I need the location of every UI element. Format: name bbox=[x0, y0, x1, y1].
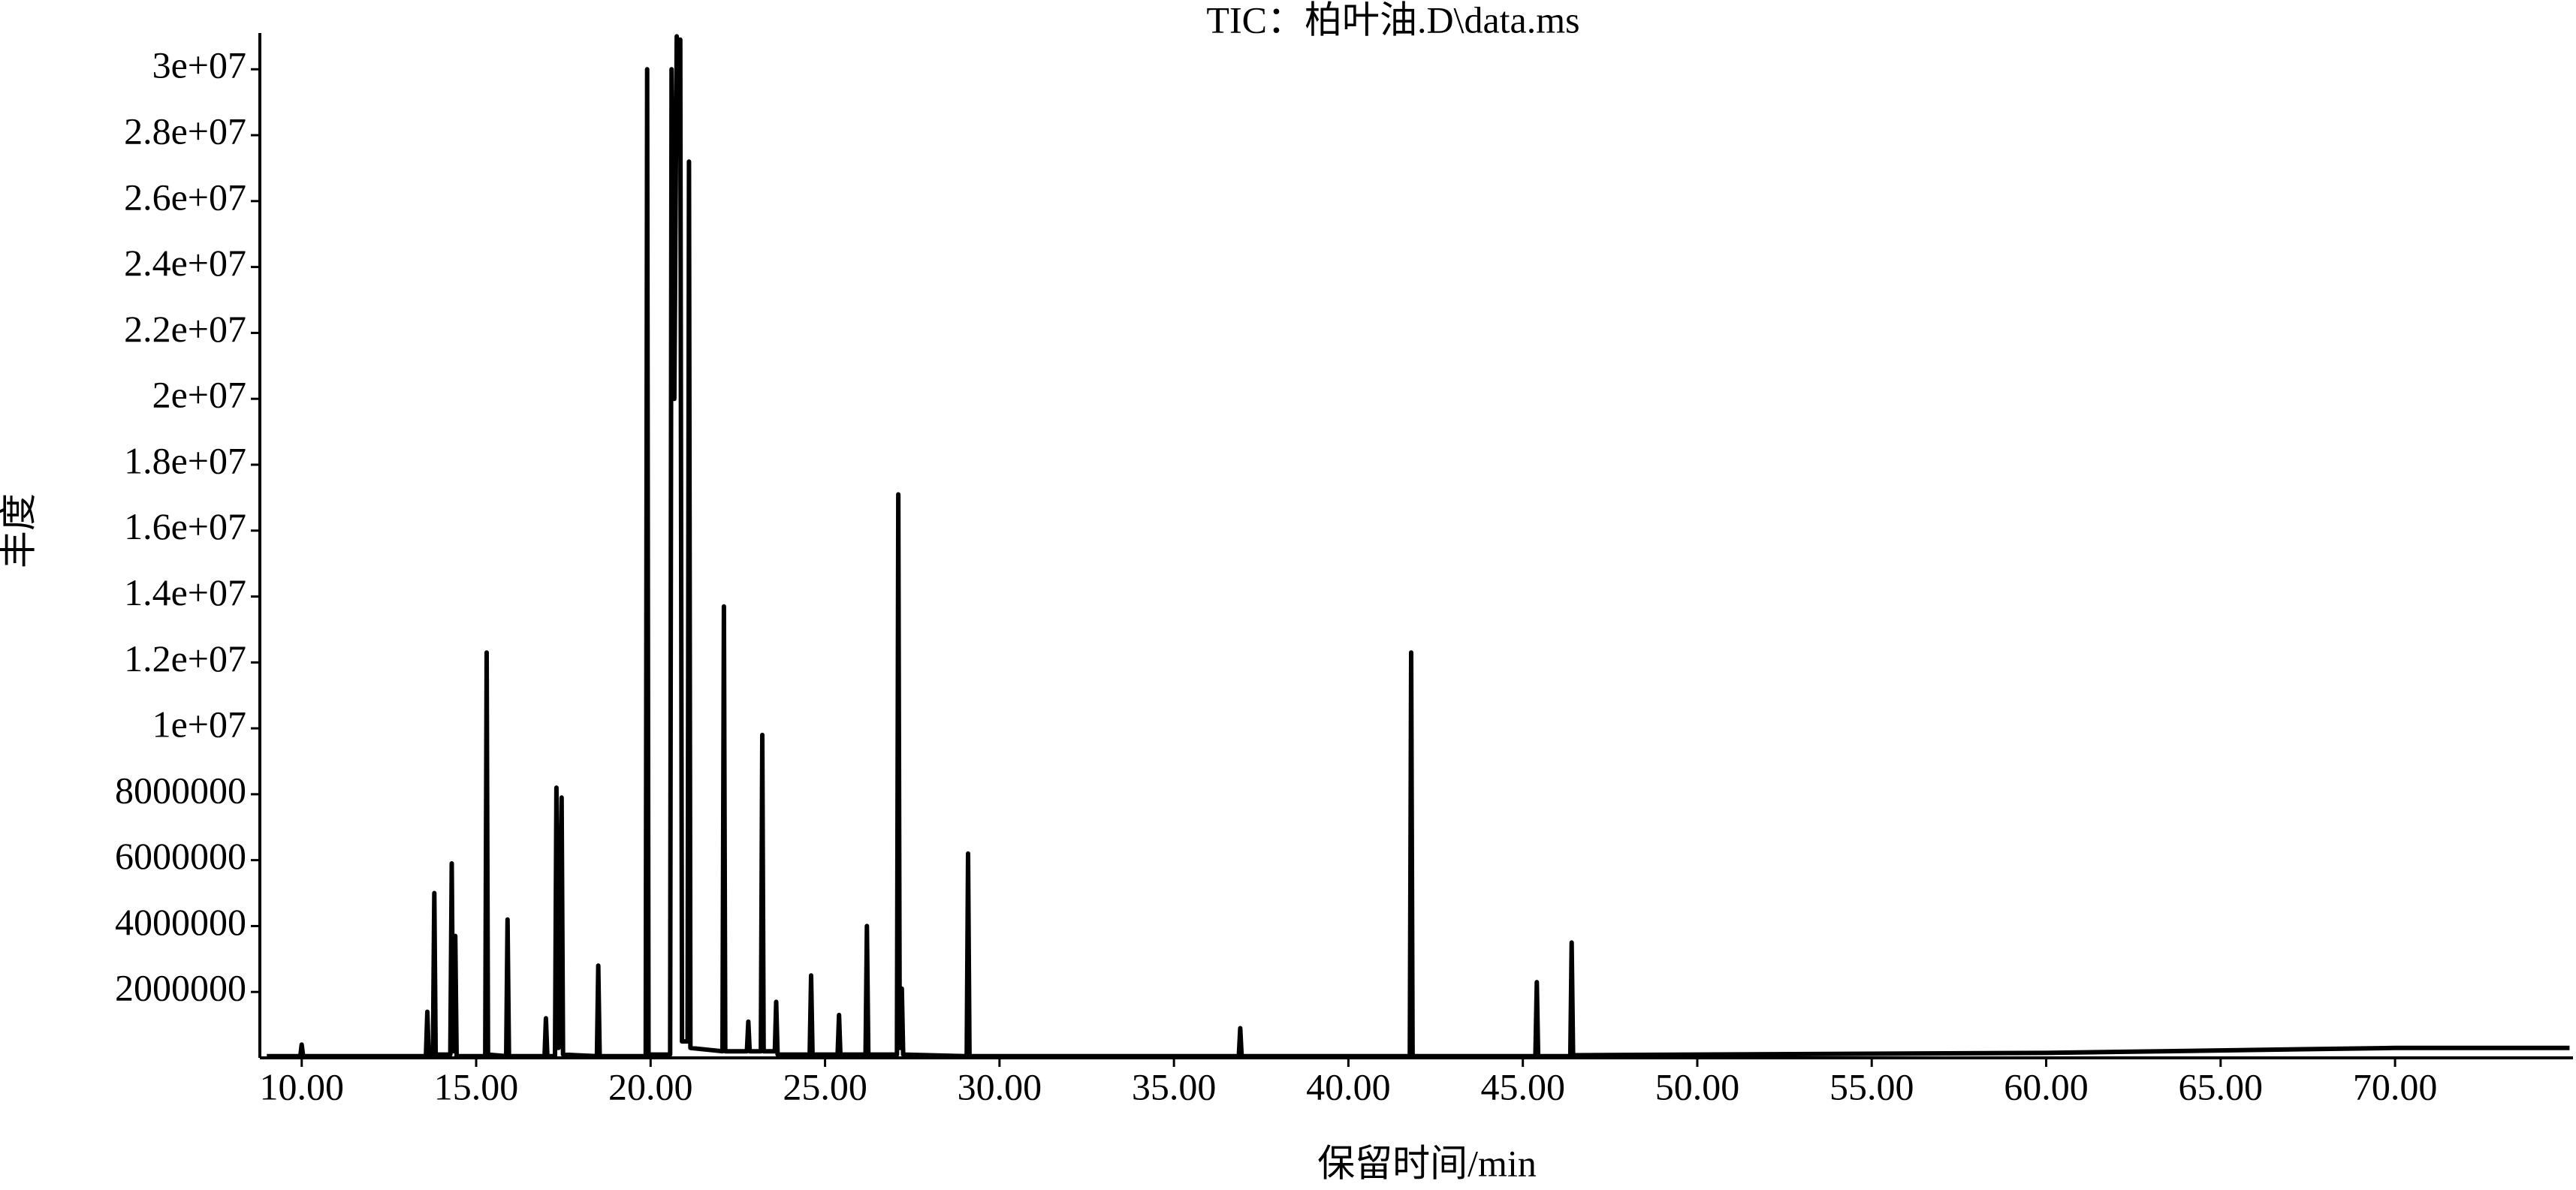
y-tick-label: 1e+07 bbox=[152, 703, 246, 746]
y-tick-label: 2.8e+07 bbox=[124, 110, 246, 152]
x-tick-label: 15.00 bbox=[434, 1065, 519, 1107]
y-tick-label: 1.6e+07 bbox=[124, 505, 246, 547]
x-tick-label: 55.00 bbox=[1829, 1065, 1914, 1107]
x-tick-label: 30.00 bbox=[958, 1065, 1042, 1107]
x-tick-label: 70.00 bbox=[2353, 1065, 2438, 1107]
y-tick-label: 1.4e+07 bbox=[124, 571, 246, 613]
y-tick-label: 8000000 bbox=[115, 769, 246, 811]
x-tick-label: 35.00 bbox=[1132, 1065, 1217, 1107]
y-tick-label: 2.4e+07 bbox=[124, 242, 246, 284]
y-tick-label: 3e+07 bbox=[152, 44, 246, 86]
x-tick-label: 45.00 bbox=[1480, 1065, 1565, 1107]
y-tick-label: 1.2e+07 bbox=[124, 637, 246, 679]
x-tick-label: 10.00 bbox=[259, 1065, 344, 1107]
chart-title: TIC：柏叶油.D\data.ms bbox=[1206, 0, 1579, 41]
data-line bbox=[267, 34, 2570, 1059]
x-tick-label: 25.00 bbox=[783, 1065, 867, 1107]
y-tick-label: 4000000 bbox=[115, 901, 246, 943]
x-axis-label: 保留时间/min bbox=[1317, 1142, 1537, 1184]
y-tick-label: 2000000 bbox=[115, 967, 246, 1009]
y-tick-label: 1.8e+07 bbox=[124, 439, 246, 481]
x-tick-label: 20.00 bbox=[608, 1065, 693, 1107]
x-tick-label: 50.00 bbox=[1655, 1065, 1740, 1107]
x-tick-label: 40.00 bbox=[1306, 1065, 1391, 1107]
y-tick-label: 2.6e+07 bbox=[124, 176, 246, 218]
y-tick-label: 2e+07 bbox=[152, 374, 246, 416]
y-tick-label: 6000000 bbox=[115, 835, 246, 877]
y-tick-label: 2.2e+07 bbox=[124, 308, 246, 350]
x-tick-label: 60.00 bbox=[2004, 1065, 2089, 1107]
y-axis-label: 丰度 bbox=[0, 493, 39, 568]
x-tick-label: 65.00 bbox=[2179, 1065, 2264, 1107]
